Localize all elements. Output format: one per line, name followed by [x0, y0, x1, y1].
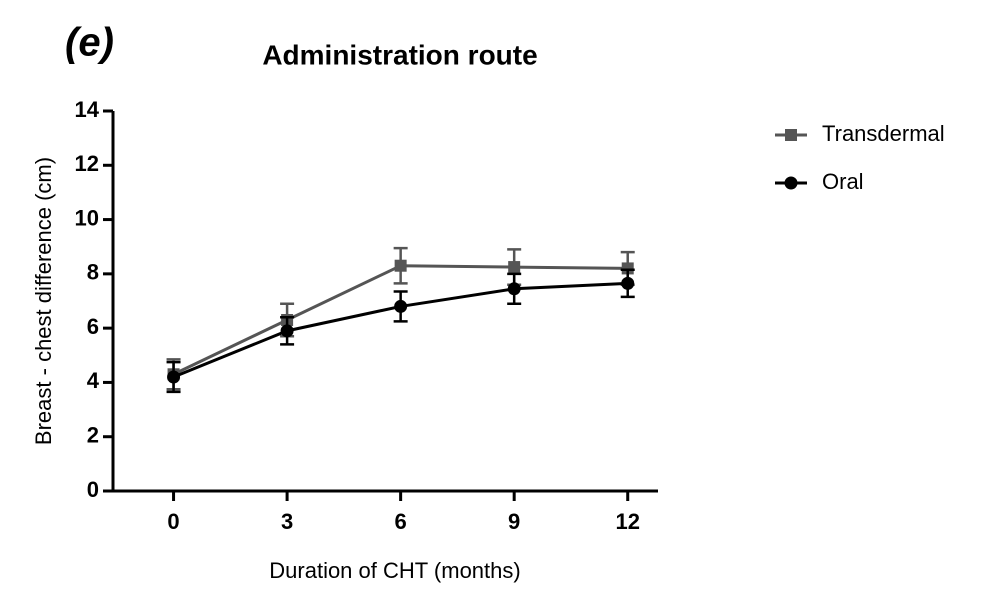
marker [167, 370, 181, 384]
legend-marker [785, 129, 797, 141]
marker [394, 259, 407, 272]
y-tick-label: 10 [75, 205, 99, 230]
x-tick-label: 3 [281, 509, 293, 534]
x-tick-label: 9 [508, 509, 520, 534]
legend-label: Oral [822, 169, 864, 194]
marker [621, 262, 634, 275]
marker [507, 282, 521, 296]
y-tick-label: 8 [87, 260, 99, 285]
y-tick-label: 6 [87, 314, 99, 339]
x-tick-label: 0 [167, 509, 179, 534]
chart-title: Administration route [262, 39, 537, 70]
x-tick-label: 6 [395, 509, 407, 534]
y-tick-label: 2 [87, 423, 99, 448]
marker [508, 261, 521, 274]
y-tick-label: 4 [87, 368, 100, 393]
marker [394, 299, 408, 313]
marker [621, 276, 635, 290]
y-tick-label: 0 [87, 477, 99, 502]
legend-label: Transdermal [822, 121, 945, 146]
y-tick-label: 14 [75, 97, 100, 122]
legend-marker [784, 176, 798, 190]
marker [280, 324, 294, 338]
x-tick-label: 12 [615, 509, 639, 534]
y-tick-label: 12 [75, 151, 99, 176]
x-axis-label: Duration of CHT (months) [269, 558, 520, 583]
y-axis-label: Breast - chest difference (cm) [31, 157, 56, 445]
panel-label: (e) [65, 21, 114, 65]
